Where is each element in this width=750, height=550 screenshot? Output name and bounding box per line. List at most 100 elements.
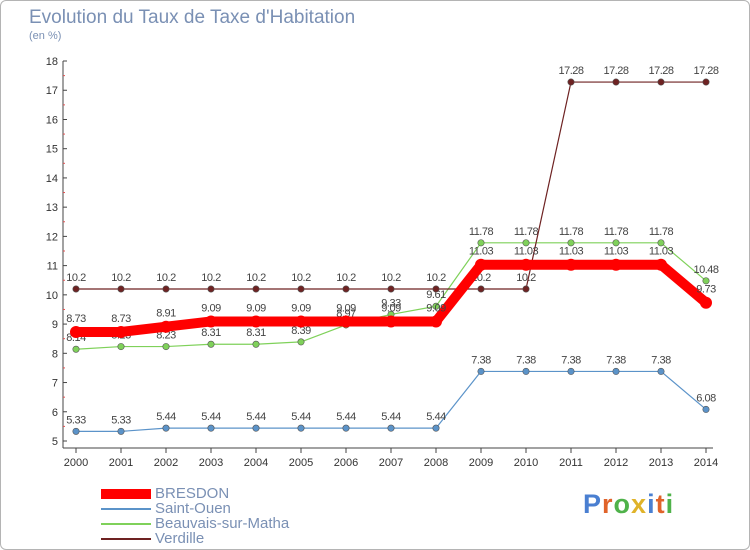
data-point [657, 78, 665, 86]
data-label: 17.28 [603, 65, 628, 77]
data-point [205, 315, 217, 328]
legend-label: BRESDON [155, 485, 230, 502]
x-tick-label: 2002 [154, 457, 178, 469]
y-tick-label: 16 [46, 114, 58, 126]
data-point [657, 367, 665, 375]
data-point [612, 367, 620, 375]
data-point [700, 296, 712, 309]
data-label: 10.2 [156, 272, 176, 284]
logo-letter: o [613, 489, 632, 519]
data-label: 8.39 [291, 325, 311, 337]
data-point [387, 424, 395, 432]
data-point [432, 302, 440, 310]
data-label: 10.2 [66, 272, 86, 284]
data-point [522, 239, 530, 247]
logo-letter: i [665, 489, 675, 519]
data-point [70, 325, 82, 338]
data-point [655, 258, 667, 271]
data-point [522, 285, 530, 293]
data-label: 10.2 [291, 272, 311, 284]
data-point [475, 258, 487, 271]
data-point [160, 320, 172, 333]
data-point [477, 367, 485, 375]
legend-swatch [101, 489, 151, 499]
data-point [567, 239, 575, 247]
chart-title: Evolution du Taux de Taxe d'Habitation [29, 7, 356, 28]
x-tick-label: 2008 [424, 457, 448, 469]
x-tick-label: 2013 [649, 457, 673, 469]
data-label: 11.78 [469, 226, 494, 238]
data-label: 7.38 [471, 354, 491, 366]
data-label: 8.23 [156, 330, 176, 342]
series-saint-ouen: 5.33 5.33 5.44 5.44 5.44 5.44 5.44 5.44 5.44 7.38… [66, 354, 717, 435]
data-label: 10.2 [426, 272, 446, 284]
y-tick-label: 15 [46, 144, 58, 156]
data-label: 8.73 [66, 313, 86, 325]
data-label: 17.28 [558, 65, 583, 77]
data-point [252, 285, 260, 293]
data-label: 9.09 [291, 302, 311, 314]
data-label: 9.09 [246, 302, 266, 314]
data-label: 5.33 [66, 414, 86, 426]
data-point [342, 285, 350, 293]
data-label: 11.03 [469, 246, 494, 258]
x-tick-label: 2010 [514, 457, 538, 469]
data-label: 17.28 [648, 65, 673, 77]
data-label: 9.09 [381, 302, 401, 314]
data-point [342, 424, 350, 432]
data-label: 10.48 [693, 264, 718, 276]
legend-label: Verdille [155, 530, 205, 547]
data-point [250, 315, 262, 328]
series-verdille: 10.2 10.2 10.2 10.2 10.2 10.2 10.2 10.2 10.2 10.2… [66, 65, 719, 293]
data-point [610, 258, 622, 271]
y-tick-label: 5 [52, 436, 58, 448]
data-label: 8.31 [246, 327, 266, 339]
data-point [117, 343, 125, 351]
data-label: 11.78 [514, 226, 539, 238]
data-point [702, 78, 710, 86]
data-point [162, 343, 170, 351]
data-point [340, 315, 352, 328]
proxiti-logo: Proxiti [583, 489, 674, 520]
data-label: 10.2 [336, 272, 356, 284]
y-tick-label: 10 [46, 290, 58, 302]
data-label: 11.03 [514, 246, 539, 258]
logo-letter: r [602, 489, 614, 519]
x-tick-label: 2000 [64, 457, 88, 469]
data-label: 11.78 [604, 226, 629, 238]
logo-letter: t [655, 489, 666, 519]
y-tick-label: 18 [46, 56, 58, 68]
data-point [72, 285, 80, 293]
data-point [295, 315, 307, 328]
y-tick-label: 13 [46, 202, 58, 214]
y-tick-label: 17 [46, 85, 58, 97]
data-point [72, 427, 80, 435]
x-tick-label: 2004 [244, 457, 268, 469]
data-label: 11.78 [649, 226, 674, 238]
data-label: 8.73 [111, 313, 131, 325]
data-label: 11.03 [559, 246, 584, 258]
data-label: 7.38 [561, 354, 581, 366]
legend-swatch [101, 508, 151, 510]
y-tick-label: 9 [52, 319, 58, 331]
x-tick-label: 2009 [469, 457, 493, 469]
data-point [387, 285, 395, 293]
x-tick-label: 2014 [694, 457, 718, 469]
data-point [117, 427, 125, 435]
data-label: 17.28 [693, 65, 718, 77]
y-tick-label: 7 [52, 378, 58, 390]
data-label: 9.09 [201, 302, 221, 314]
x-tick-label: 2001 [109, 457, 133, 469]
data-point [567, 367, 575, 375]
data-label: 7.38 [516, 354, 536, 366]
data-point [565, 258, 577, 271]
data-point [162, 285, 170, 293]
logo-letter: i [647, 489, 656, 519]
x-tick-label: 2012 [604, 457, 628, 469]
data-label: 10.2 [201, 272, 221, 284]
data-label: 7.38 [606, 354, 626, 366]
data-label: 9.09 [336, 302, 356, 314]
data-label: 5.44 [291, 411, 311, 423]
